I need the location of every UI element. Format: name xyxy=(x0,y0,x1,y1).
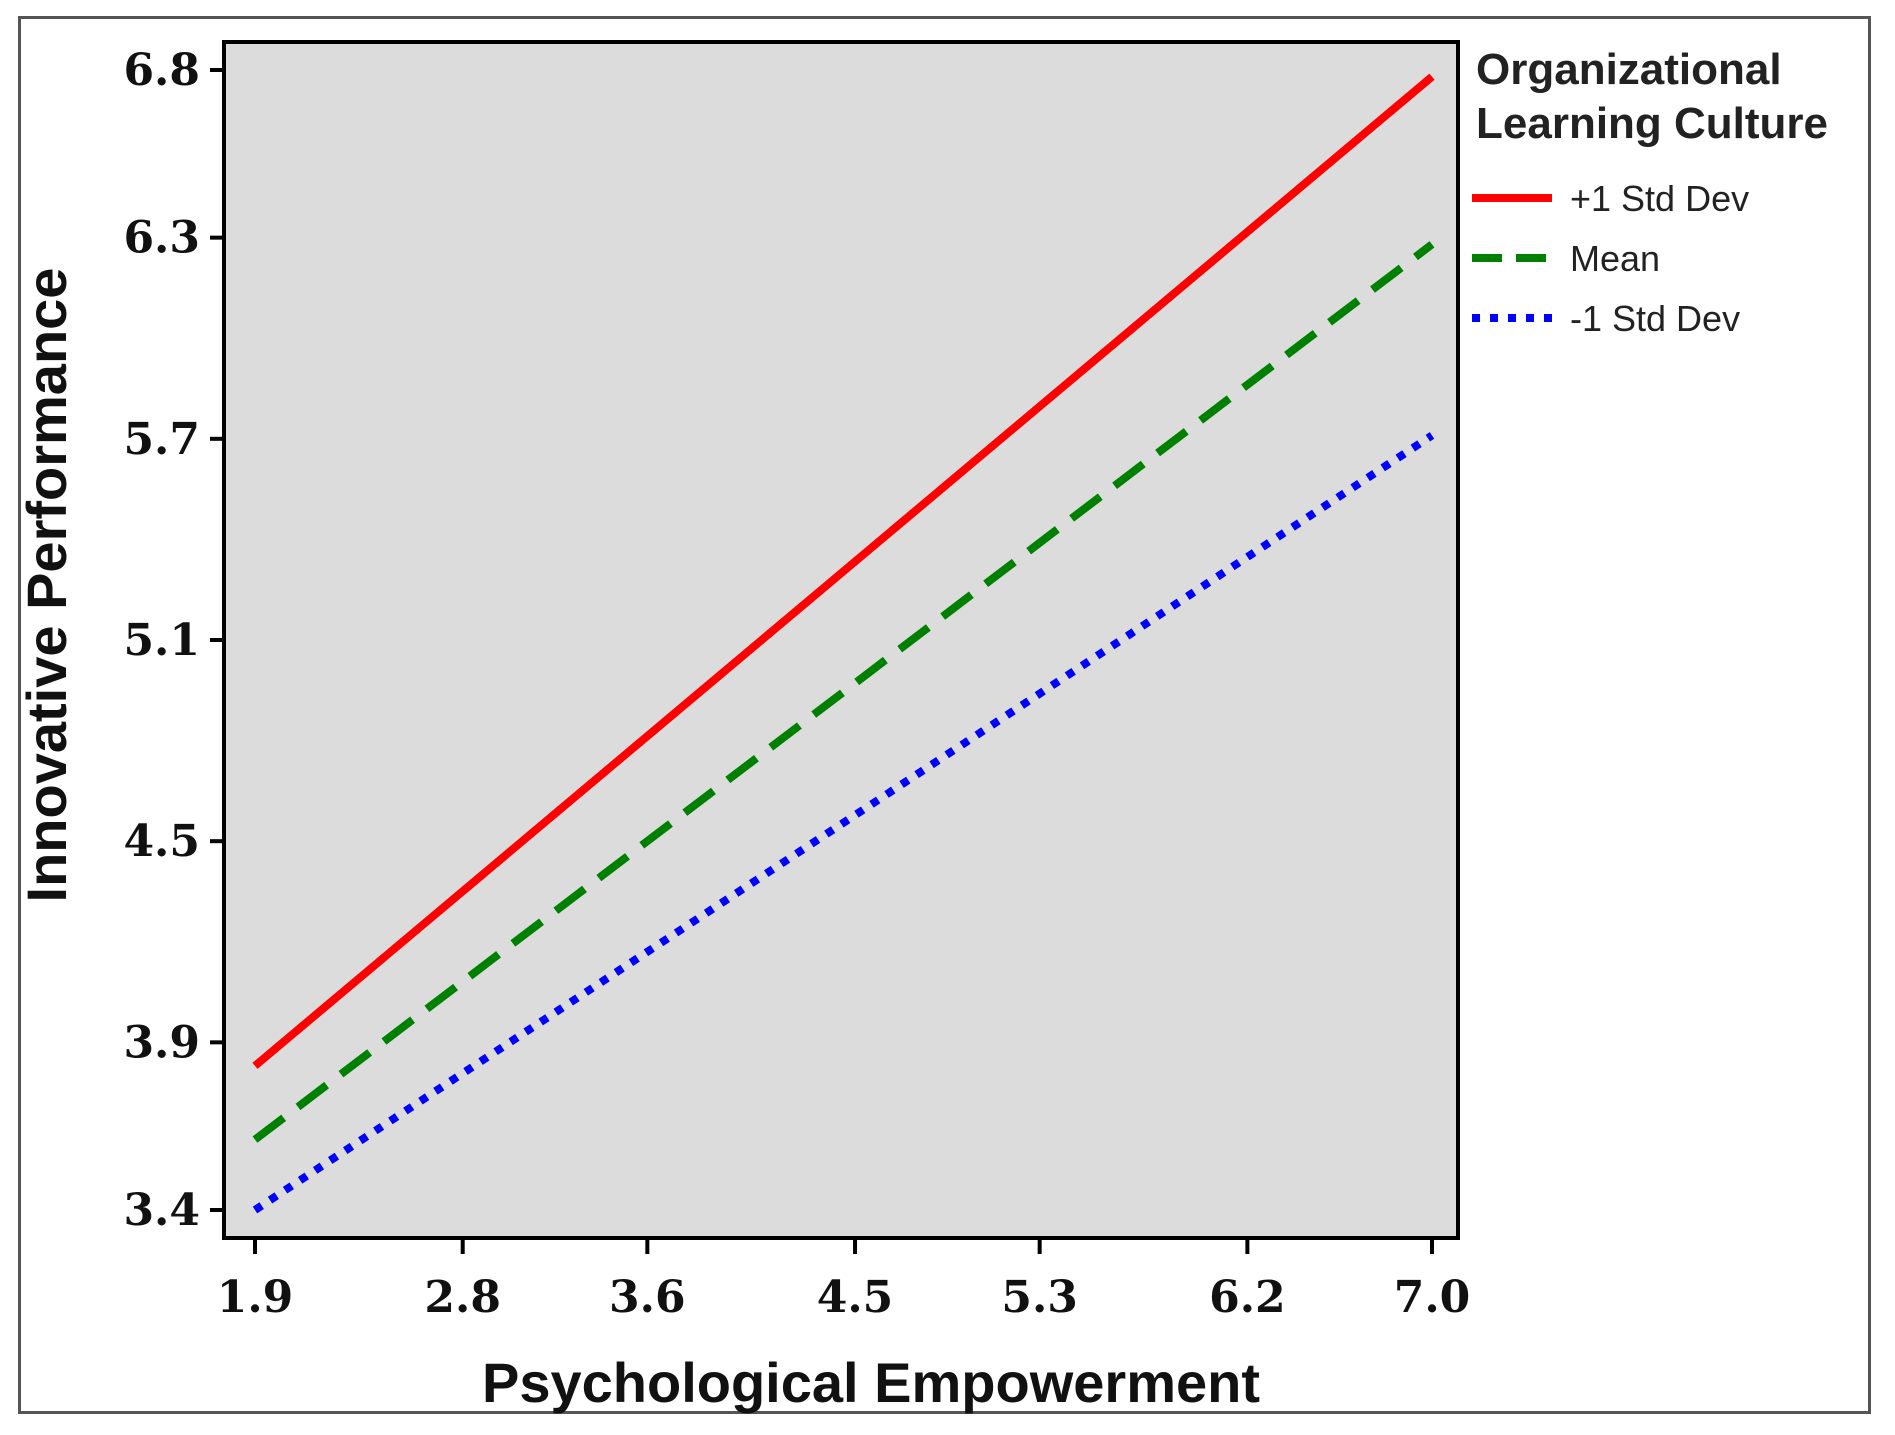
x-tick-label: 6.2 xyxy=(1209,1272,1286,1323)
series-line-2 xyxy=(252,432,1435,1214)
legend-title-line-1: Organizational xyxy=(1476,45,1782,94)
legend-title-line-2: Learning Culture xyxy=(1476,99,1828,148)
y-axis-title: Innovative Performance xyxy=(15,268,78,903)
plot-area xyxy=(224,42,1458,1238)
x-tick-label: 5.3 xyxy=(1001,1272,1078,1323)
y-axis: 3.4 3.9 4.5 5.1 5.7 6.3 6.8 xyxy=(123,45,224,1236)
x-axis: 1.9 2.8 3.6 4.5 5.3 6.2 7.0 xyxy=(217,1238,1471,1323)
legend-entries: +1 Std Dev Mean -1 Std Dev xyxy=(1472,178,1749,339)
x-axis-title: Psychological Empowerment xyxy=(482,1351,1260,1414)
x-tick-label: 7.0 xyxy=(1394,1272,1471,1323)
legend: Organizational Learning Culture +1 Std D… xyxy=(1472,45,1828,339)
x-tick-label: 4.5 xyxy=(817,1272,894,1323)
legend-label-1: Mean xyxy=(1570,238,1660,279)
legend-label-2: -1 Std Dev xyxy=(1570,298,1740,339)
y-tick-label: 6.8 xyxy=(123,45,200,96)
y-tick-label: 4.5 xyxy=(123,816,200,867)
series-line-1 xyxy=(252,241,1435,1143)
x-tick-label: 1.9 xyxy=(217,1272,294,1323)
y-tick-label: 6.3 xyxy=(123,213,200,264)
y-tick-label: 3.4 xyxy=(123,1185,200,1236)
y-tick-label: 3.9 xyxy=(123,1017,200,1068)
series-line-0 xyxy=(252,73,1435,1069)
y-tick-label: 5.7 xyxy=(123,414,200,465)
series-layer xyxy=(252,73,1435,1214)
legend-label-0: +1 Std Dev xyxy=(1570,178,1749,219)
x-tick-label: 2.8 xyxy=(424,1272,501,1323)
x-tick-label: 3.6 xyxy=(609,1272,686,1323)
y-tick-label: 5.1 xyxy=(123,615,200,666)
